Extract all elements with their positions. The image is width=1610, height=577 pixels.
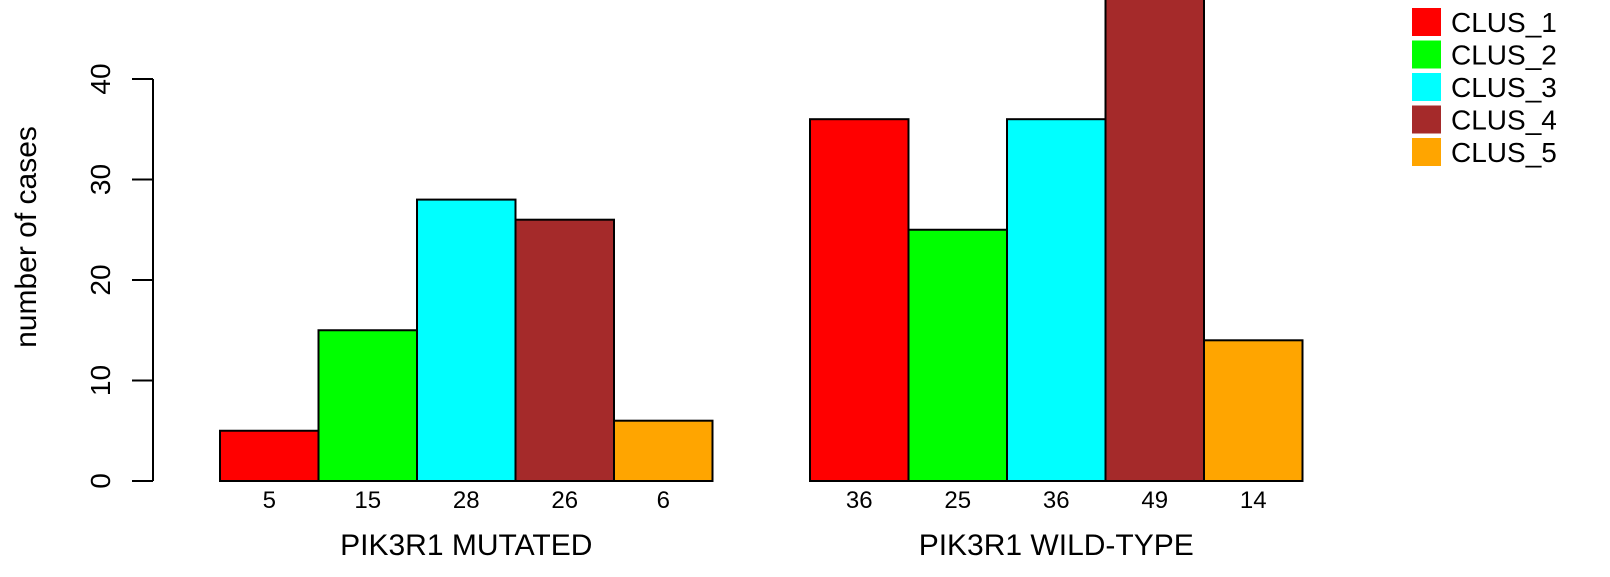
bar-clus-2-group-1 — [317, 329, 418, 482]
bar-value-label: 26 — [551, 487, 578, 514]
y-axis: 0 10 20 30 40 — [85, 63, 154, 489]
bar-clus-5-group-2 — [1203, 339, 1304, 482]
bar-value-label: 5 — [263, 487, 276, 514]
y-tick-label: 20 — [85, 264, 116, 295]
bar-value-label: 14 — [1240, 487, 1267, 514]
y-tick-label: 30 — [85, 164, 116, 195]
bar-value-label: 49 — [1141, 487, 1168, 514]
group-labels: PIK3R1 MUTATED PIK3R1 WILD-TYPE — [340, 529, 1194, 562]
bar-value-label: 15 — [354, 487, 381, 514]
bar-clus-4-group-1 — [514, 218, 615, 482]
bar-clus-1-group-1 — [219, 429, 320, 482]
bars-layer — [219, 0, 1304, 483]
y-tick-label: 0 — [85, 473, 116, 489]
bar-value-label: 6 — [657, 487, 670, 514]
y-axis-label: number of cases — [10, 126, 43, 348]
legend-swatch — [1412, 73, 1441, 101]
legend-label: CLUS_4 — [1451, 105, 1557, 136]
legend-swatch — [1412, 8, 1441, 36]
y-tick-label: 40 — [85, 63, 116, 94]
legend-label: CLUS_2 — [1451, 40, 1557, 71]
bar-clus-1-group-2 — [809, 118, 910, 482]
legend-label: CLUS_1 — [1451, 7, 1557, 38]
legend-swatch — [1412, 40, 1441, 69]
legend-label: CLUS_3 — [1451, 72, 1557, 103]
bar-value-label: 25 — [944, 487, 971, 514]
bar-clus-3-group-1 — [416, 198, 517, 482]
group-label: PIK3R1 MUTATED — [340, 529, 592, 562]
bar-value-label: 36 — [846, 487, 873, 514]
legend-swatch — [1412, 105, 1441, 134]
bar-value-labels: 5 15 28 26 6 36 25 36 49 14 — [263, 487, 1267, 514]
bar-clus-4-group-2 — [1104, 0, 1205, 483]
legend-label: CLUS_5 — [1451, 137, 1557, 168]
y-tick-label: 10 — [85, 365, 116, 396]
bar-clus-2-group-2 — [907, 228, 1008, 482]
group-label: PIK3R1 WILD-TYPE — [919, 529, 1194, 562]
legend-swatch — [1412, 138, 1441, 166]
bar-clus-3-group-2 — [1006, 118, 1107, 482]
bar-value-label: 36 — [1043, 487, 1070, 514]
bar-value-label: 28 — [453, 487, 480, 514]
bar-clus-5-group-1 — [613, 419, 714, 483]
